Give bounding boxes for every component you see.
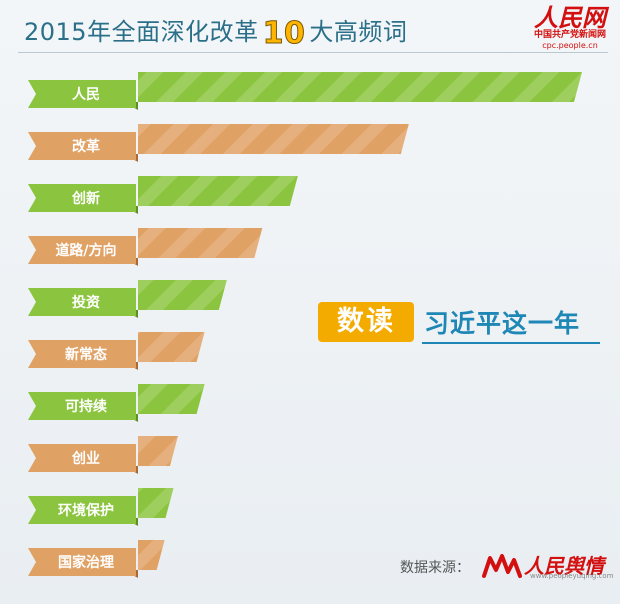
bar-stripes [138, 124, 409, 154]
bar-stripes [138, 332, 205, 362]
bar-label: 创新 [71, 190, 100, 207]
bar-item: 投资 [28, 280, 227, 318]
page-title: 2015年全面深化改革 10 大高频词 [24, 12, 408, 52]
logo-url-text: cpc.people.cn [542, 41, 598, 50]
logo-sub-text: 中国共产党新闻网 [533, 30, 606, 40]
bar-label-tag [28, 288, 136, 316]
bar-label-tag [28, 80, 136, 108]
bar-label: 环境保护 [58, 502, 114, 519]
bar-stripes [138, 384, 205, 414]
bar-item: 创业 [28, 436, 178, 474]
bar-item: 人民 [28, 72, 582, 110]
bar-label: 国家治理 [58, 554, 114, 571]
headline: 数读 习近平这一年 [318, 300, 600, 346]
bar-stripes [138, 72, 582, 102]
bar-item: 新常态 [28, 332, 205, 370]
bar-label-tag [28, 548, 136, 576]
bar-label-tag [28, 340, 136, 368]
bar-label: 人民 [72, 86, 100, 103]
bar-label: 创业 [71, 450, 100, 467]
headline-underline [422, 342, 600, 344]
source-url: www.peopleyuqing.com [530, 572, 614, 580]
title-prefix: 2015年全面深化改革 [24, 18, 259, 46]
yuqing-logo-icon [482, 554, 522, 578]
bar-label-tag [28, 444, 136, 472]
bar-item: 创新 [28, 176, 298, 214]
headline-badge: 数读 [318, 302, 414, 342]
bar-item: 道路/方向 [28, 228, 263, 266]
source-label: 数据来源： [400, 560, 470, 576]
title-number: 10 [262, 16, 306, 52]
bar-stripes [138, 436, 178, 466]
title-divider [18, 52, 608, 53]
bar-label: 投资 [72, 294, 100, 311]
title-bar: 2015年全面深化改革 10 大高频词 人民网 中国共产党新闻网 cpc.peopl… [0, 0, 620, 52]
bar-stripes [138, 540, 165, 570]
bar-item: 国家治理 [28, 540, 165, 578]
bar-label-tag [28, 132, 136, 160]
bar-label-tag [28, 392, 136, 420]
bar-stripes [138, 228, 263, 258]
headline-text: 习近平这一年 [424, 309, 581, 338]
bar-stripes [138, 280, 227, 310]
bar-stripes [138, 488, 174, 518]
bar-label: 新常态 [65, 346, 107, 363]
bar-stripes [138, 176, 298, 206]
source-name: 人民舆情 [524, 554, 604, 578]
bar-item: 环境保护 [28, 488, 174, 526]
bar-label: 道路/方向 [55, 242, 116, 259]
logo-main-text: 人民网 [533, 3, 606, 32]
bar-label: 改革 [72, 138, 100, 155]
bar-item: 可持续 [28, 384, 205, 422]
bar-label: 可持续 [65, 398, 107, 415]
bar-item: 改革 [28, 124, 409, 162]
title-suffix: 大高频词 [309, 18, 408, 46]
people-logo: 人民网 中国共产党新闻网 cpc.people.cn [534, 6, 606, 51]
bar-label-tag [28, 496, 136, 524]
bar-label-tag [28, 184, 136, 212]
bar-label-tag [28, 236, 136, 264]
